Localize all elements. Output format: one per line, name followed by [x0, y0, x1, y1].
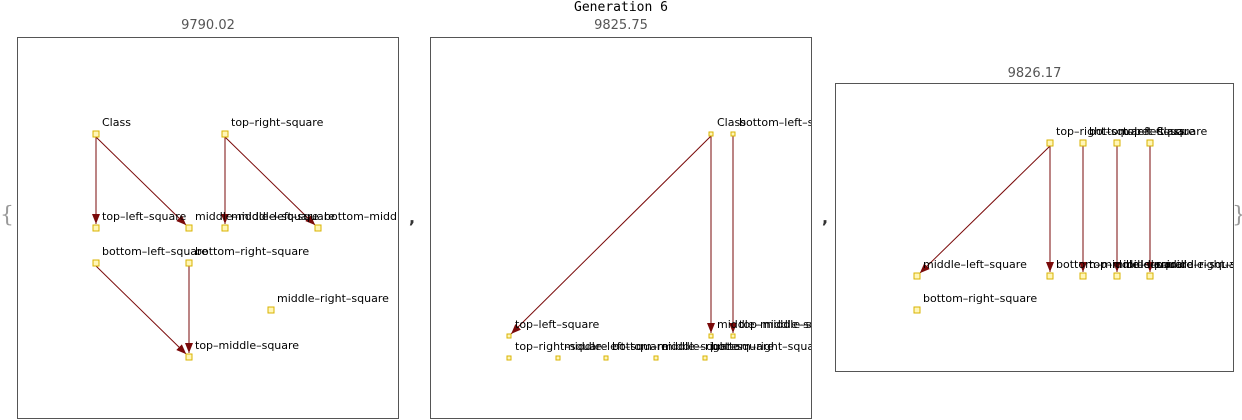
node-box — [1146, 272, 1154, 280]
edge-arrow — [224, 136, 316, 226]
node-box — [603, 355, 609, 361]
node-label: middle–middle–square — [195, 210, 319, 223]
network-graph-frame: Class top–right–square top–left–square midd… — [17, 37, 399, 419]
node-box — [506, 355, 512, 361]
generation-title: Generation 6 — [574, 0, 668, 15]
node-box — [653, 355, 659, 361]
node-label: top–middle–square — [1089, 258, 1193, 271]
node-label: bottom–right–square — [711, 340, 811, 353]
network-graph: Class top–right–square top–left–square midd… — [92, 116, 398, 361]
node-box — [92, 224, 100, 232]
node-box — [1113, 272, 1121, 280]
node-label: Class — [717, 116, 746, 129]
node-box — [267, 306, 275, 314]
panel-score: 9825.75 — [594, 18, 648, 33]
node-box — [221, 130, 229, 138]
panel-score: 9826.17 — [1007, 66, 1062, 81]
node-label: bottom–left–square — [1089, 125, 1195, 138]
node-box — [1079, 139, 1087, 147]
node-box — [730, 333, 736, 339]
node-label: top–middle–square — [195, 339, 299, 352]
node-label: top–left–square — [515, 318, 600, 331]
node-box — [1046, 139, 1054, 147]
node-box — [702, 355, 708, 361]
node-label: Class — [1156, 125, 1185, 138]
node-label: bottom–right–square — [923, 292, 1037, 305]
node-box — [913, 306, 921, 314]
network-graph: top–right–squarebottom–left–squaretop–le… — [913, 125, 1233, 314]
node-label: bottom–middle–square — [1056, 258, 1182, 271]
node-box — [221, 224, 229, 232]
node-label: bottom–left–square — [102, 245, 208, 258]
node-label: bottom–middle–square — [324, 210, 398, 223]
node-label: middle–left–square — [923, 258, 1027, 271]
node-box — [730, 131, 736, 137]
separator-comma: , — [409, 208, 416, 227]
node-label: middle–right–square — [1156, 258, 1233, 271]
node-label: bottom–left–square — [739, 116, 811, 129]
node-label: top–right–square — [515, 340, 608, 353]
node-box — [708, 333, 714, 339]
node-box — [314, 224, 322, 232]
edge-arrow — [95, 265, 187, 355]
network-graph-frame: top–right–square bottom–left–square top–le… — [835, 83, 1234, 372]
node-box — [1046, 272, 1054, 280]
node-box — [92, 259, 100, 267]
node-label: bottom–right–square — [195, 245, 309, 258]
node-box — [1146, 139, 1154, 147]
close-brace: } — [1232, 203, 1242, 228]
edge-arrow — [919, 145, 1051, 274]
node-box — [708, 131, 714, 137]
node-box — [92, 130, 100, 138]
node-label: middle–middle–square — [717, 318, 811, 331]
node-label: top–left–square — [102, 210, 187, 223]
node-box — [185, 259, 193, 267]
node-label: top–left–square — [1123, 125, 1208, 138]
node-label: middle–right–square — [662, 340, 774, 353]
node-box — [555, 355, 561, 361]
node-label: middle–left–square — [564, 340, 668, 353]
open-brace: { — [0, 203, 14, 228]
node-box — [1079, 272, 1087, 280]
node-label: middle–right–square — [277, 292, 389, 305]
node-label: middle–left–square — [231, 210, 335, 223]
node-label: top–right–square — [231, 116, 324, 129]
node-label: top–right–square — [1056, 125, 1149, 138]
node-box — [185, 353, 193, 361]
separator-comma: , — [822, 208, 829, 227]
node-label: middle–middle–square — [1123, 258, 1233, 271]
node-label: bottom–middle–square — [612, 340, 738, 353]
node-box — [185, 224, 193, 232]
edge-arrow — [95, 136, 187, 226]
node-box — [506, 333, 512, 339]
node-label: Class — [102, 116, 131, 129]
panel-score: 9790.02 — [181, 18, 235, 33]
node-box — [1113, 139, 1121, 147]
node-box — [913, 272, 921, 280]
edge-arrow — [510, 135, 712, 335]
node-label: top–middle–square — [739, 318, 811, 331]
